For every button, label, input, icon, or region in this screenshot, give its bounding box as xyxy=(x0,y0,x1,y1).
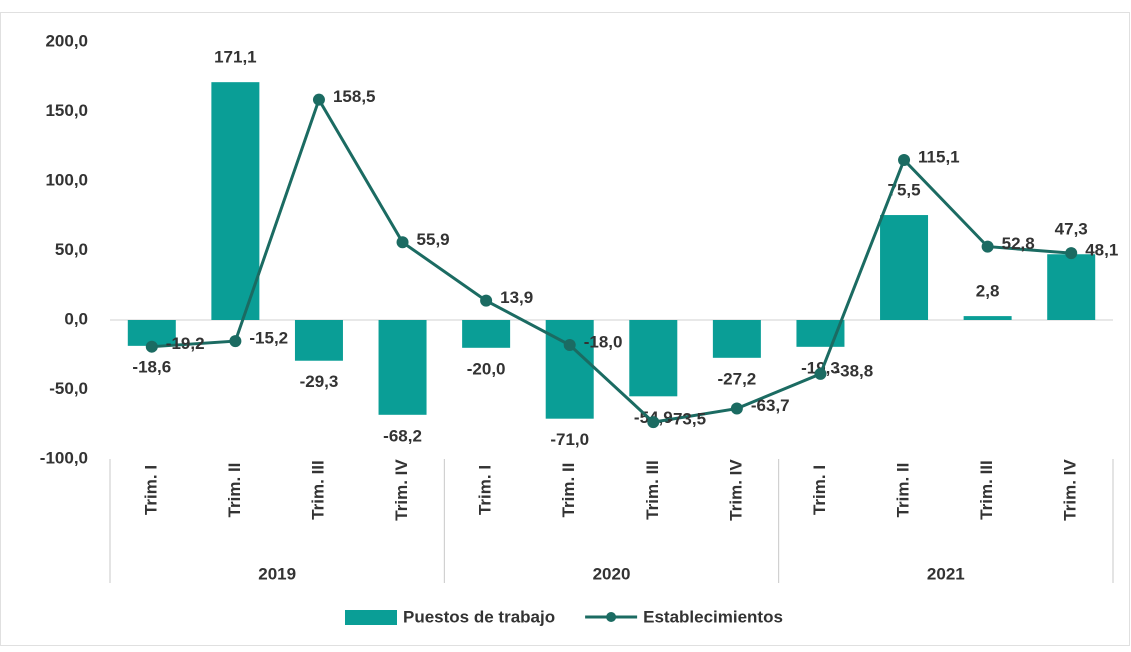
bar-value-label: -29,3 xyxy=(300,372,339,391)
y-tick-label: 200,0 xyxy=(45,31,88,50)
y-tick-label: 100,0 xyxy=(45,170,88,189)
line-value-label: 115,1 xyxy=(918,147,960,166)
line-value-label: -63,7 xyxy=(751,396,790,415)
line-value-label: -19,2 xyxy=(166,334,205,353)
group-label: 2021 xyxy=(927,564,965,583)
bar-value-label: 2,8 xyxy=(976,282,1000,301)
line-marker xyxy=(814,367,827,380)
x-tick-label: Trim. III xyxy=(643,460,662,520)
line-marker xyxy=(145,340,158,353)
x-tick-label: Trim. I xyxy=(476,465,495,515)
bar xyxy=(378,320,427,415)
bar-value-label: -68,2 xyxy=(383,426,422,445)
line-value-label: 158,5 xyxy=(333,87,376,106)
y-tick-label: 0,0 xyxy=(64,309,88,328)
x-tick-label: Trim. IV xyxy=(1061,459,1080,521)
legend-swatch xyxy=(606,612,617,622)
line-marker xyxy=(981,240,994,253)
bar xyxy=(462,320,511,348)
bar xyxy=(880,215,929,320)
line-marker xyxy=(480,294,493,307)
group-label: 2020 xyxy=(593,564,631,583)
line-value-label: 48,1 xyxy=(1085,241,1118,260)
line-marker xyxy=(563,339,576,352)
bar xyxy=(712,320,761,358)
bar xyxy=(963,316,1012,320)
line-marker xyxy=(229,335,242,348)
line-value-label: 52,8 xyxy=(1002,234,1035,253)
bar xyxy=(294,320,343,361)
bar-value-label: -19,3 xyxy=(801,358,840,377)
y-tick-label: -100,0 xyxy=(40,448,88,467)
x-tick-label: Trim. I xyxy=(141,465,160,515)
x-tick-label: Trim. II xyxy=(894,463,913,518)
bar xyxy=(629,320,678,397)
line-marker xyxy=(730,402,743,415)
line xyxy=(151,96,1072,424)
x-tick-label: Trim. II xyxy=(559,463,578,518)
bar-value-label: 171,1 xyxy=(214,48,257,67)
y-tick-label: 50,0 xyxy=(55,240,88,259)
bar-value-label: -18,6 xyxy=(132,357,171,376)
x-tick-label: Trim. IV xyxy=(392,459,411,521)
line-marker xyxy=(898,154,911,167)
line-value-label: 13,9 xyxy=(500,288,533,307)
bar-value-label: -27,2 xyxy=(718,369,757,388)
line-marker xyxy=(312,93,325,106)
line-marker xyxy=(1065,247,1078,260)
y-tick-label: 150,0 xyxy=(45,101,88,120)
group-label: 2019 xyxy=(258,564,296,583)
bar xyxy=(211,82,260,321)
line-marker xyxy=(396,236,409,249)
line-value-label: 55,9 xyxy=(417,230,450,249)
y-tick-label: -50,0 xyxy=(49,379,88,398)
bar-value-label: -20,0 xyxy=(467,359,506,378)
bar-value-label: -71,0 xyxy=(550,430,589,449)
line-value-label: -73,5 xyxy=(667,410,706,429)
x-tick-label: Trim. IV xyxy=(726,459,745,521)
bar-value-label: 47,3 xyxy=(1055,220,1088,239)
line-value-label: -38,8 xyxy=(834,361,873,380)
x-tick-label: Trim. II xyxy=(225,463,244,518)
x-tick-label: Trim. I xyxy=(810,465,829,515)
x-tick-label: Trim. III xyxy=(977,460,996,520)
legend-label: Puestos de trabajo xyxy=(403,607,555,626)
line-value-label: -18,0 xyxy=(584,333,623,352)
chart-border xyxy=(0,12,1130,646)
bar xyxy=(1047,254,1096,320)
x-tick-label: Trim. III xyxy=(308,460,327,520)
legend-swatch xyxy=(345,610,397,625)
line-value-label: -15,2 xyxy=(249,329,288,348)
line-marker xyxy=(647,416,660,429)
legend-label: Establecimientos xyxy=(643,607,783,626)
